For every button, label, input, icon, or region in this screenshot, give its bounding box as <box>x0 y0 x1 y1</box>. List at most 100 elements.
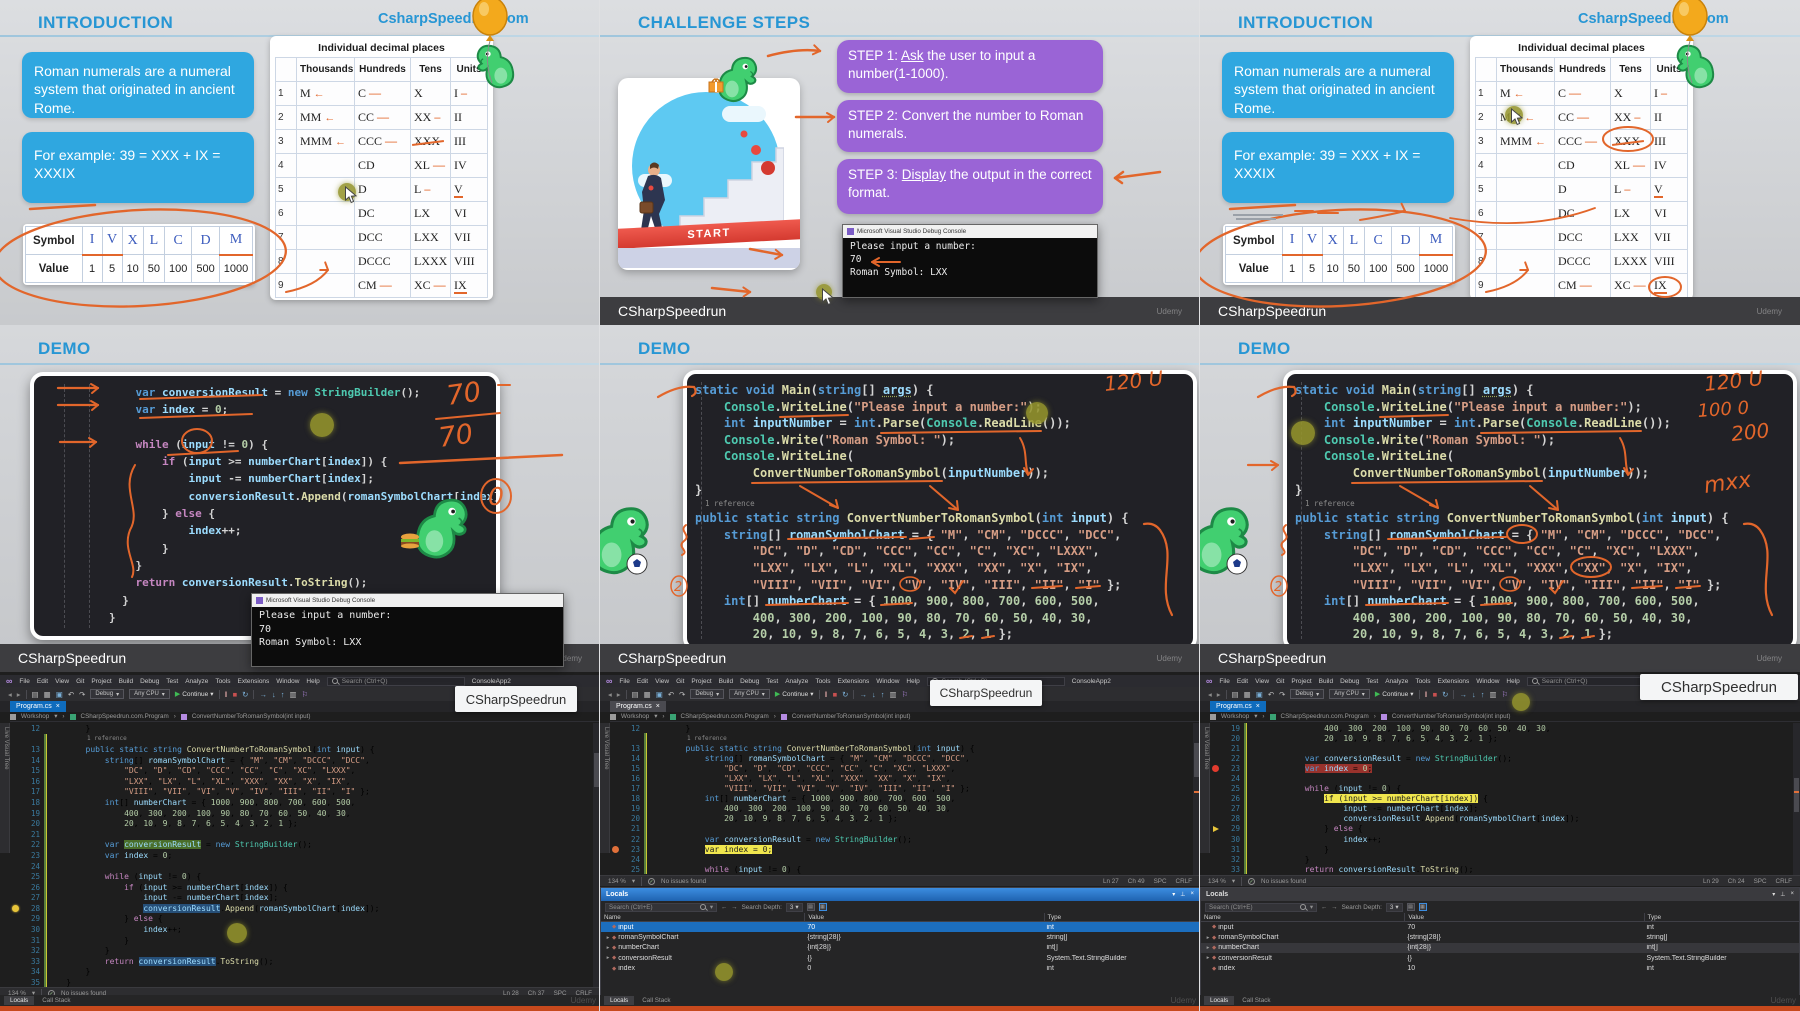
step-out-icon[interactable]: ↑ <box>280 689 285 699</box>
tab-program-cs[interactable]: Program.cs × <box>1210 701 1266 712</box>
flag-icon[interactable]: ⚐ <box>1501 689 1509 699</box>
side-tab-live-visual-tree[interactable]: Live Visual Tree <box>600 723 610 853</box>
debug-config-dropdown[interactable]: Debug ▾ <box>1290 689 1325 699</box>
expand-arrow-icon[interactable]: ▸ <box>606 934 610 941</box>
stop-icon[interactable]: ■ <box>232 689 238 699</box>
close-icon[interactable]: × <box>1190 891 1194 897</box>
new-file-icon[interactable]: ▤ <box>31 689 39 699</box>
tool-tab-locals[interactable]: Locals <box>4 996 35 1005</box>
search-prev-icon[interactable]: ← <box>1321 903 1328 911</box>
menu-item-build[interactable]: Build <box>1318 677 1334 685</box>
locals-row-conversionResult[interactable]: ▸ ◆ conversionResult{} System.Text.StringBu… <box>601 953 1199 963</box>
column-header-type[interactable]: Type <box>1043 913 1199 921</box>
menu-item-test[interactable]: Test <box>166 677 179 685</box>
step-into-icon[interactable]: ↓ <box>271 689 276 699</box>
expand-arrow-icon[interactable]: ▸ <box>1206 955 1210 962</box>
column-header-value[interactable]: Value <box>804 913 1043 921</box>
menu-item-project[interactable]: Project <box>91 677 112 685</box>
locals-row-romanSymbolChart[interactable]: ▸ ◆ romanSymbolChart {string[28]} string[] <box>1201 932 1799 942</box>
tool-tab-call-stack[interactable]: Call Stack <box>42 997 71 1004</box>
quick-search-box[interactable]: Search (Ctrl+Q) <box>326 676 465 686</box>
menu-item-project[interactable]: Project <box>1291 677 1312 685</box>
pin-icon[interactable]: ⊥ <box>1780 892 1786 898</box>
save-icon[interactable]: ▣ <box>655 689 663 699</box>
debug-config-dropdown[interactable]: Debug ▾ <box>90 689 125 699</box>
step-over-icon[interactable]: → <box>259 689 267 699</box>
locals-row-input[interactable]: ◆ input 70 int <box>601 922 1199 933</box>
restart-icon[interactable]: ↻ <box>1442 689 1449 699</box>
continue-button[interactable]: ▶ Continue ▾ <box>1375 690 1414 699</box>
platform-dropdown[interactable]: Any CPU ▾ <box>129 689 170 699</box>
menu-item-file[interactable]: File <box>19 677 30 685</box>
tab-program-cs[interactable]: Program.cs × <box>10 701 66 712</box>
tool-icon[interactable]: ▥ <box>889 689 897 699</box>
tool-tab-locals[interactable]: Locals <box>604 996 635 1005</box>
breadcrumb-item[interactable]: ConvertNumberToRomanSymbol(int input) <box>791 713 911 720</box>
code-editor[interactable]: 12 } 1 reference 13 public static string C… <box>610 723 1199 875</box>
column-header-type[interactable]: Type <box>1643 913 1799 921</box>
nav-back-icon[interactable]: ◂ <box>608 689 612 699</box>
open-file-icon[interactable]: ▦ <box>1243 689 1251 699</box>
menu-item-debug[interactable]: Debug <box>140 677 160 685</box>
locals-search-input[interactable]: Search (Ctrl+E) ▾ <box>605 902 717 912</box>
editor-scrollbar[interactable] <box>593 723 599 987</box>
step-into-icon[interactable]: ↓ <box>871 689 876 699</box>
search-depth-dropdown[interactable]: 3 ▾ <box>1385 902 1403 912</box>
search-prev-icon[interactable]: ← <box>721 903 728 911</box>
zoom-level[interactable]: 134 % <box>1208 877 1226 885</box>
menu-item-analyze[interactable]: Analyze <box>785 677 809 685</box>
menu-item-tools[interactable]: Tools <box>215 677 231 685</box>
locals-title-bar[interactable]: Locals ▾ ⊥ × <box>601 888 1199 901</box>
side-tab-live-visual-tree[interactable]: Live Visual Tree <box>0 723 10 853</box>
zoom-level[interactable]: 134 % <box>608 877 626 885</box>
open-file-icon[interactable]: ▦ <box>43 689 51 699</box>
menu-item-view[interactable]: View <box>55 677 70 685</box>
flat-view-icon[interactable]: ▤ <box>806 903 815 911</box>
nav-forward-icon[interactable]: ▸ <box>616 689 621 699</box>
platform-dropdown[interactable]: Any CPU ▾ <box>729 689 770 699</box>
step-out-icon[interactable]: ↑ <box>1480 689 1485 699</box>
locals-row-input[interactable]: ◆ input 70 int <box>1201 922 1799 932</box>
menu-item-window[interactable]: Window <box>1476 677 1500 685</box>
locals-row-numberChart[interactable]: ▸ ◆ numberChart {int[28]} int[] <box>1201 942 1799 954</box>
breadcrumb-item[interactable]: Workshop <box>21 713 50 720</box>
nav-forward-icon[interactable]: ▸ <box>1216 689 1221 699</box>
panel-option-icon[interactable]: ▦ <box>1418 903 1427 911</box>
breadcrumb-item[interactable]: CSharpSpeedrun.com.Program <box>1280 713 1369 720</box>
editor-scrollbar[interactable] <box>1193 723 1199 875</box>
column-header-name[interactable]: Name <box>1204 913 1221 921</box>
expand-arrow-icon[interactable]: ▸ <box>1206 934 1210 941</box>
menu-item-debug[interactable]: Debug <box>1340 677 1360 685</box>
debug-config-dropdown[interactable]: Debug ▾ <box>690 689 725 699</box>
redo-icon[interactable]: ↷ <box>79 689 86 699</box>
menu-item-analyze[interactable]: Analyze <box>185 677 209 685</box>
locals-search-input[interactable]: Search (Ctrl+E) ▾ <box>1205 902 1317 912</box>
menu-item-project[interactable]: Project <box>691 677 712 685</box>
chevron-down-icon[interactable]: ▾ <box>1172 892 1176 898</box>
menu-item-tools[interactable]: Tools <box>1415 677 1431 685</box>
menu-item-view[interactable]: View <box>655 677 670 685</box>
menu-item-file[interactable]: File <box>1219 677 1230 685</box>
new-file-icon[interactable]: ▤ <box>1231 689 1239 699</box>
step-over-icon[interactable]: → <box>1459 689 1467 699</box>
platform-dropdown[interactable]: Any CPU ▾ <box>1329 689 1370 699</box>
tool-tab-call-stack[interactable]: Call Stack <box>642 997 671 1004</box>
menu-item-window[interactable]: Window <box>276 677 300 685</box>
menu-item-window[interactable]: Window <box>876 677 900 685</box>
undo-icon[interactable]: ↶ <box>1267 689 1275 699</box>
undo-icon[interactable]: ↶ <box>67 689 75 699</box>
redo-icon[interactable]: ↷ <box>1279 689 1286 699</box>
breadcrumb-item[interactable]: Workshop <box>1221 713 1250 720</box>
stop-icon[interactable]: ■ <box>1432 689 1438 699</box>
flag-icon[interactable]: ⚐ <box>901 689 909 699</box>
menu-item-git[interactable]: Git <box>676 677 685 685</box>
panel-option-icon[interactable]: ▦ <box>818 903 827 911</box>
step-out-icon[interactable]: ↑ <box>880 689 885 699</box>
breadcrumb-item[interactable]: Workshop <box>621 713 650 720</box>
continue-button[interactable]: ▶ Continue ▾ <box>175 690 214 699</box>
expand-arrow-icon[interactable]: ▸ <box>606 955 610 962</box>
locals-row-index[interactable]: ◆ index 10 int <box>1201 964 1799 974</box>
pin-icon[interactable]: ⊥ <box>1180 892 1186 898</box>
menu-item-debug[interactable]: Debug <box>740 677 760 685</box>
locals-row-conversionResult[interactable]: ▸ ◆ conversionResult{} System.Text.StringBu… <box>1201 953 1799 963</box>
